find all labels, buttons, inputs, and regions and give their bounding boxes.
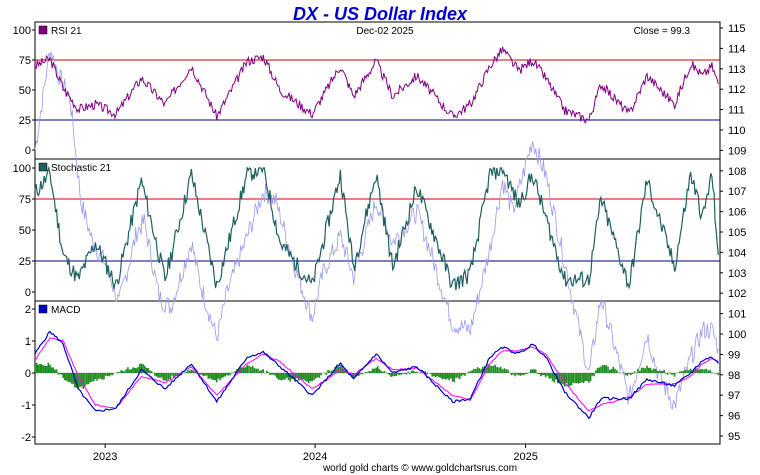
price-tick-label: 110 <box>728 125 746 137</box>
price-line <box>34 51 719 410</box>
price-overlay <box>34 51 719 410</box>
price-tick-label: 98 <box>728 370 740 382</box>
price-tick-label: 106 <box>728 207 746 219</box>
price-tick-label: 101 <box>728 309 746 321</box>
rsi-legend-swatch <box>38 25 48 35</box>
x-tick-label: 2024 <box>303 451 327 463</box>
price-tick-label: 115 <box>728 23 746 35</box>
price-tick-label: 97 <box>728 390 740 402</box>
indicator-lines <box>34 46 720 420</box>
macd-y-tick: 2 <box>25 304 31 316</box>
rsi-line <box>34 46 719 124</box>
price-tick-label: 96 <box>728 411 740 423</box>
price-tick-label: 104 <box>728 247 746 259</box>
price-tick-label: 109 <box>728 145 746 157</box>
chart-date: Dec-02 2025 <box>356 26 414 37</box>
price-tick-label: 99 <box>728 349 740 361</box>
axis-labels: 100 75 50 25 0 RSI 21 100 75 50 25 0 Stochastic 21 2… <box>13 23 747 463</box>
price-tick-label: 102 <box>728 288 746 300</box>
footer-credit: world gold charts © www.goldchartsrus.co… <box>322 463 517 474</box>
x-tick-label: 2023 <box>93 451 117 463</box>
price-tick-label: 112 <box>728 84 746 96</box>
stoch-legend-swatch <box>38 162 48 172</box>
price-tick-label: 103 <box>728 268 746 280</box>
price-tick-label: 95 <box>728 431 740 443</box>
rsi-y-tick: 25 <box>19 115 31 127</box>
rsi-panel-frame <box>34 21 721 160</box>
price-tick-label: 111 <box>728 105 745 117</box>
stoch-y-tick: 50 <box>19 225 31 237</box>
price-tick-label: 108 <box>728 166 746 178</box>
stochastic-line <box>34 165 719 291</box>
rsi-y-tick: 50 <box>19 85 31 97</box>
stoch-y-tick: 75 <box>19 194 31 206</box>
macd-y-tick: 1 <box>25 336 31 348</box>
chart-title: DX - US Dollar Index <box>293 4 468 24</box>
close-value: Close = 99.3 <box>634 26 691 37</box>
rsi-y-tick: 100 <box>13 25 31 37</box>
price-tick-label: 114 <box>728 43 746 55</box>
x-tick-label: 2025 <box>513 451 537 463</box>
price-tick-label: 105 <box>728 227 746 239</box>
stoch-legend-label: Stochastic 21 <box>51 163 111 174</box>
stoch-y-tick: 25 <box>19 256 31 268</box>
macd-legend-label: MACD <box>51 305 80 316</box>
rsi-legend-label: RSI 21 <box>51 26 82 37</box>
macd-line <box>34 330 719 420</box>
rsi-y-tick: 75 <box>19 55 31 67</box>
macd-y-tick: -1 <box>21 400 31 412</box>
price-tick-label: 113 <box>728 64 746 76</box>
indicator-panels <box>34 21 721 445</box>
price-tick-label: 107 <box>728 186 746 198</box>
macd-y-tick: 0 <box>25 368 31 380</box>
stoch-y-tick: 0 <box>25 287 31 299</box>
macd-signal-line <box>34 337 719 412</box>
price-tick-label: 100 <box>728 329 746 341</box>
stoch-y-tick: 100 <box>13 163 31 175</box>
rsi-y-tick: 0 <box>25 145 31 157</box>
macd-y-tick: -2 <box>21 432 31 444</box>
macd-legend-swatch <box>38 304 48 314</box>
